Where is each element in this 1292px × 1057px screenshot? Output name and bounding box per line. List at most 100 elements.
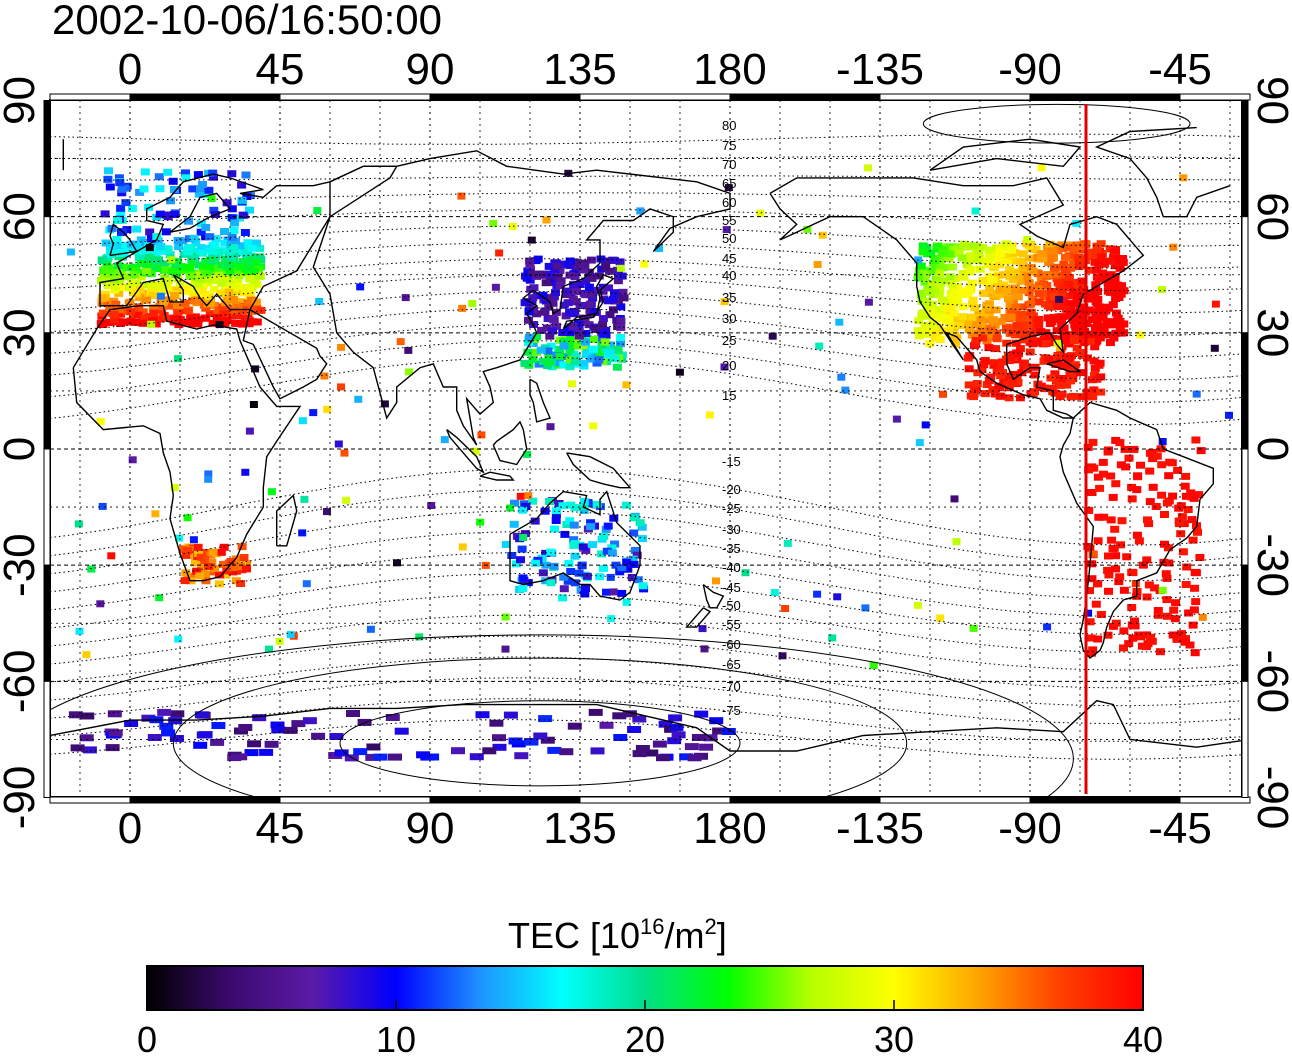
tec-cell	[601, 326, 611, 334]
tec-cell	[1036, 275, 1046, 283]
frame-bar-top	[49, 93, 131, 101]
tec-cell	[113, 217, 123, 224]
tec-cell	[151, 510, 160, 518]
tec-cell	[921, 271, 930, 278]
tec-cell	[1018, 267, 1028, 275]
tec-cell	[1119, 586, 1129, 594]
tec-cell	[913, 327, 923, 335]
tec-cell	[1109, 544, 1119, 552]
tec-cell	[373, 753, 388, 761]
tec-cell	[1096, 388, 1106, 396]
tec-cell	[974, 310, 984, 318]
tec-cell	[105, 319, 115, 326]
tec-cell	[179, 318, 189, 326]
magnetic-latitude-contours	[50, 103, 1242, 797]
tec-cell	[337, 383, 345, 391]
tec-cell	[756, 209, 765, 217]
tec-cell	[610, 289, 620, 297]
tec-cell	[605, 267, 615, 275]
tec-cell	[267, 488, 276, 496]
tec-cell	[637, 535, 647, 543]
tec-cell	[627, 574, 637, 581]
tec-cell	[549, 562, 559, 570]
tec-cell	[134, 304, 144, 312]
tec-cell	[542, 324, 552, 332]
contour-label-north: 20	[722, 358, 736, 373]
frame-bar-bottom	[729, 796, 881, 804]
tec-cell	[588, 355, 598, 363]
tec-cell	[1124, 454, 1134, 462]
tec-cell	[629, 514, 639, 522]
tec-cell	[511, 560, 521, 568]
tec-cell	[532, 333, 541, 341]
tec-cell	[540, 308, 550, 316]
coastline-africa	[72, 305, 302, 582]
tec-cell	[1010, 268, 1020, 276]
tec-cell	[236, 563, 245, 570]
tec-cell	[935, 336, 945, 343]
tec-cell	[1057, 289, 1066, 297]
tec-cell	[1023, 321, 1033, 329]
tec-cell	[501, 645, 510, 653]
tec-cell	[581, 338, 590, 346]
tec-cell	[568, 323, 578, 331]
tec-cell	[930, 288, 939, 296]
tec-cell	[148, 282, 158, 289]
tec-cell	[1145, 498, 1155, 506]
tec-cell	[568, 380, 576, 388]
tec-cell	[247, 318, 257, 326]
tec-cell	[1034, 323, 1044, 331]
tec-cell	[608, 295, 618, 303]
lon-label-top: 180	[693, 45, 766, 94]
tec-cell	[200, 549, 210, 556]
tec-cell	[147, 734, 162, 741]
tec-cell	[984, 272, 994, 280]
tec-cell	[518, 574, 528, 582]
tec-cell	[954, 317, 964, 325]
tec-cell	[1108, 301, 1118, 309]
tec-cell	[986, 373, 996, 381]
tec-cell	[989, 264, 999, 272]
tec-cell	[476, 518, 485, 526]
tec-cell	[995, 245, 1005, 253]
tec-cell	[606, 341, 616, 349]
tec-cell	[616, 334, 626, 341]
tec-cell	[523, 450, 532, 458]
lon-label-bottom: -45	[1148, 804, 1212, 853]
tec-cell	[97, 277, 107, 285]
tec-cell	[1048, 247, 1058, 255]
tec-cell	[194, 261, 204, 269]
tec-cell	[79, 734, 94, 742]
tec-cell	[100, 266, 110, 274]
tec-cell	[227, 205, 237, 213]
tec-cell	[1192, 390, 1201, 398]
tec-cell	[918, 248, 928, 256]
tec-cell	[103, 282, 113, 290]
frame-bar-top	[279, 93, 431, 101]
tec-cell	[108, 246, 118, 254]
tec-cell	[684, 743, 699, 751]
tec-cell	[538, 569, 548, 577]
tec-cell	[211, 235, 221, 243]
tec-cell	[194, 190, 204, 198]
tec-cell	[966, 265, 976, 273]
tec-cell	[1084, 291, 1094, 298]
tec-cell	[1179, 174, 1188, 182]
tec-cell	[385, 714, 400, 721]
tec-cell	[194, 550, 204, 558]
tec-cell	[1092, 273, 1102, 281]
tec-cell	[998, 291, 1008, 299]
tec-cell	[1091, 600, 1101, 608]
tec-cell	[813, 590, 822, 598]
tec-cell	[934, 291, 944, 299]
tec-cell	[582, 572, 592, 580]
tec-cell	[574, 327, 584, 335]
tec-cell	[1190, 584, 1200, 592]
tec-cell	[245, 275, 255, 282]
tec-cell	[675, 368, 684, 376]
tec-cell	[181, 174, 191, 182]
tec-cell	[1058, 327, 1068, 335]
tec-cell	[520, 299, 530, 307]
tec-cell	[1000, 241, 1010, 249]
tec-cell	[613, 277, 623, 285]
